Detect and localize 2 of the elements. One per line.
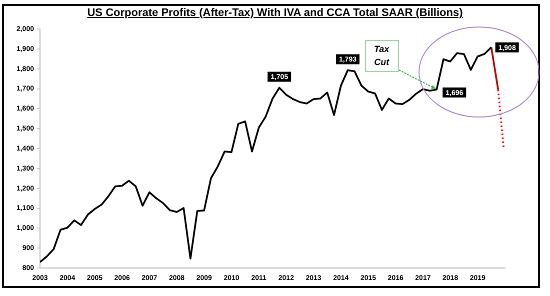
annotation: Tax Cut	[364, 40, 399, 72]
chart-title: US Corporate Profits (After-Tax) With IVA and CCA Total SAAR (Billions)	[86, 7, 464, 19]
